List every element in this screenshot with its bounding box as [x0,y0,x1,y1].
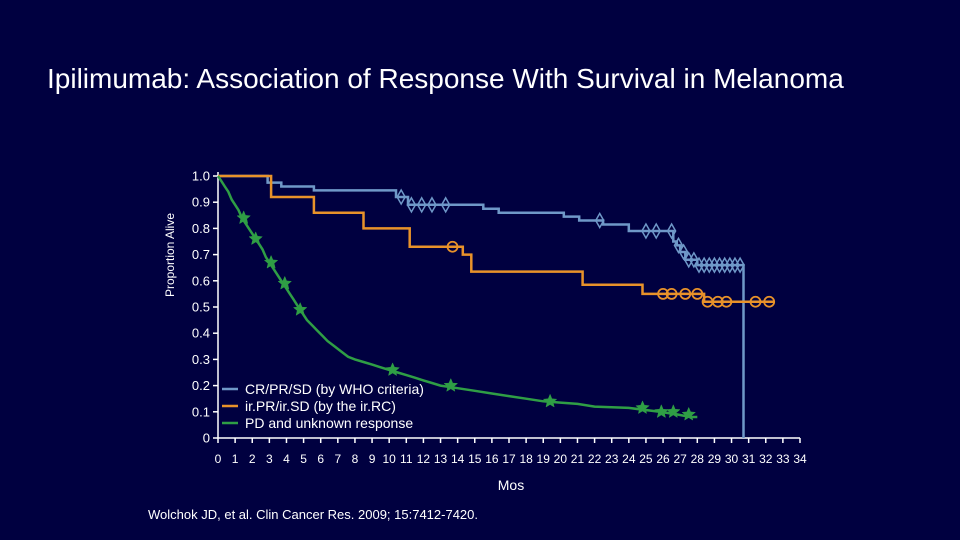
y-tick-label: 0.1 [192,404,210,419]
censor-mark [673,236,684,254]
censor-mark [416,196,427,214]
censor-mark [679,287,692,300]
censor-mark [594,212,605,230]
series-2 [216,175,698,421]
series-line [216,175,698,419]
y-ticks: 0 0.1 0.2 0.3 0.4 0.5 0.6 0.7 0.8 0.9 1.0 [192,169,218,446]
censor-mark [396,188,407,206]
x-tick-label: 14 [451,452,465,466]
censor-mark [443,377,459,392]
x-tick-label: 26 [656,452,670,466]
censor-mark [763,295,776,308]
x-tick-label: 12 [417,452,431,466]
x-tick-label: 33 [776,452,790,466]
censor-mark [657,287,669,300]
x-tick-label: 21 [571,452,585,466]
legend: CR/PR/SD (by WHO criteria)ir.PR/ir.SD (b… [222,381,424,431]
censor-mark [542,393,558,408]
x-tick-label: 1 [232,452,239,466]
slide-title: Ipilimumab: Association of Response With… [47,63,844,94]
x-tick-label: 7 [334,452,341,466]
x-tick-label: 31 [742,452,756,466]
censor-mark [406,196,417,214]
censor-mark [749,295,762,308]
x-tick-label: 10 [382,452,396,466]
x-tick-label: 11 [400,452,413,466]
censor-mark [654,404,669,419]
x-tick-label: 17 [502,452,516,466]
x-tick-label: 9 [369,452,376,466]
x-tick-label: 22 [588,452,602,466]
x-tick-label: 5 [300,452,307,466]
x-tick-label: 8 [352,452,359,466]
censor-mark [711,295,724,308]
legend-label: CR/PR/SD (by WHO criteria) [245,381,424,397]
censor-mark [689,251,699,269]
censor-mark [277,275,293,290]
x-tick-label: 0 [215,452,222,466]
y-tick-label: 0 [203,431,210,446]
series-1 [218,174,776,308]
x-tick-label: 16 [485,452,499,466]
x-tick-label: 3 [266,452,273,466]
y-tick-label: 0.7 [192,247,210,262]
citation: Wolchok JD, et al. Clin Cancer Res. 2009… [148,507,478,522]
censor-mark [236,210,251,225]
x-tick-label: 15 [468,452,482,466]
y-tick-label: 1.0 [192,169,210,184]
censor-mark [385,362,400,377]
x-tick-label: 34 [793,452,807,466]
y-tick-label: 0.6 [192,273,210,288]
censor-mark [666,222,677,240]
censor-mark [665,287,678,300]
censor-mark [681,406,697,421]
censor-mark [641,222,651,240]
censor-mark [666,404,681,419]
series-0 [218,174,745,438]
x-axis-label: Mos [498,477,524,493]
x-tick-label: 27 [673,452,687,466]
x-tick-label: 24 [622,452,636,466]
series-line [218,174,775,304]
x-tick-label: 29 [708,452,722,466]
x-ticks: 0 1 2 3 4 5 6 7 8 9 10 11 12 13 14 15 16 17 18 19 20 21 22 23 24… [215,438,807,466]
y-tick-label: 0.9 [192,195,210,210]
series-line [218,174,745,438]
x-tick-label: 13 [434,452,448,466]
x-tick-label: 32 [759,452,773,466]
x-tick-label: 28 [691,452,705,466]
censor-mark [446,240,459,253]
x-tick-label: 20 [554,452,568,466]
x-tick-label: 18 [519,452,533,466]
censor-mark [720,295,733,308]
y-tick-label: 0.5 [192,300,210,315]
censor-mark [678,243,689,261]
censor-mark [691,287,704,300]
y-tick-label: 0.3 [192,352,210,367]
censor-mark [440,196,451,214]
series-layer [216,174,776,438]
censor-mark [248,231,263,246]
x-tick-label: 2 [249,452,256,466]
x-tick-label: 25 [639,452,653,466]
censor-mark [651,222,662,240]
legend-label: ir.PR/ir.SD (by the ir.RC) [245,398,396,414]
x-tick-label: 4 [283,452,290,466]
censor-mark [635,400,650,415]
censor-mark [735,256,745,274]
x-tick-label: 30 [725,452,739,466]
y-tick-label: 0.2 [192,378,210,393]
y-tick-label: 0.4 [192,326,210,341]
x-tick-label: 6 [317,452,324,466]
legend-label: PD and unknown response [245,415,413,431]
censor-mark [292,301,308,316]
censor-mark [427,196,437,214]
x-tick-label: 23 [605,452,619,466]
y-tick-label: 0.8 [192,221,210,236]
censor-mark [263,254,279,269]
x-tick-label: 19 [537,452,551,466]
